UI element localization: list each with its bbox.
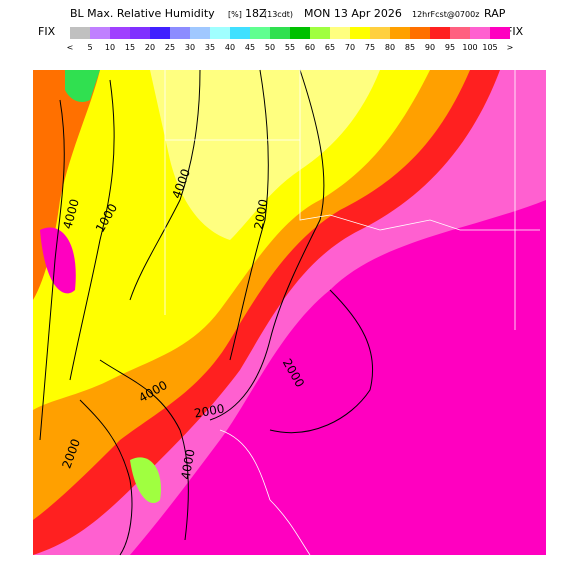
legend-label: 40 [225, 43, 235, 52]
contour-line [69, 79, 115, 381]
legend-swatch [350, 27, 370, 39]
legend-left: FIX [38, 25, 56, 38]
legend-label: 85 [405, 43, 415, 52]
legend-swatch [230, 27, 250, 39]
legend-swatch [450, 27, 470, 39]
legend-label: 15 [125, 43, 135, 52]
legend-swatch [210, 27, 230, 39]
legend-swatch [330, 27, 350, 39]
contour-label: 4000 [179, 448, 198, 481]
forecast: 12hrFcst@0700z [412, 10, 479, 19]
legend-swatch [110, 27, 130, 39]
title-text: BL Max. Relative Humidity [70, 7, 215, 20]
legend-swatch [90, 27, 110, 39]
legend-label: > [507, 43, 514, 52]
legend-label: 50 [265, 43, 275, 52]
legend-label: 10 [105, 43, 115, 52]
legend-swatch [130, 27, 150, 39]
legend-label: 60 [305, 43, 315, 52]
legend-label: 65 [325, 43, 335, 52]
green-spot [130, 457, 161, 504]
contour-line [229, 69, 269, 361]
legend-swatch [170, 27, 190, 39]
contour-label: 2000 [193, 402, 226, 421]
legend-label: 95 [445, 43, 455, 52]
legend-label: 105 [482, 43, 497, 52]
yellow-region [33, 70, 430, 410]
time: 18Z [245, 7, 267, 20]
green-spot [65, 70, 100, 102]
units: [%] [228, 10, 242, 19]
legend-label: 100 [462, 43, 477, 52]
magenta-spot [40, 227, 76, 294]
contour-line [79, 399, 133, 556]
legend-swatch [310, 27, 330, 39]
legend-swatch [410, 27, 430, 39]
legend-label: 70 [345, 43, 355, 52]
contour-line [99, 359, 189, 541]
light-yellow-region [150, 70, 380, 240]
model: RAP [484, 7, 506, 20]
legend-swatch [370, 27, 390, 39]
contours [39, 69, 374, 556]
legend: FIX FIX <5 10 15 20 25 30 35 40 45 50 55 60 65 70 75 80… [38, 25, 524, 52]
legend-label: 35 [205, 43, 215, 52]
legend-swatch [430, 27, 450, 39]
legend-swatch [250, 27, 270, 39]
contour-line [269, 289, 374, 434]
legend-label: 25 [165, 43, 175, 52]
legend-label: 5 [87, 43, 92, 52]
contour-line [129, 69, 201, 301]
legend-label: 90 [425, 43, 435, 52]
legend-swatch [470, 27, 490, 39]
legend-swatch [270, 27, 290, 39]
legend-swatch [190, 27, 210, 39]
legend-label: 45 [245, 43, 255, 52]
legend-label: 55 [285, 43, 295, 52]
borders [164, 70, 540, 556]
legend-swatch [290, 27, 310, 39]
legend-right: FIX [506, 25, 524, 38]
legend-label: 75 [365, 43, 375, 52]
legend-label: < [67, 43, 74, 52]
state-border [164, 70, 540, 556]
legend-label: 30 [185, 43, 195, 52]
contour-line [209, 69, 325, 421]
legend-swatch [70, 27, 90, 39]
contour-label: 2000 [252, 198, 271, 231]
legend-label: 20 [145, 43, 155, 52]
title: BL Max. Relative Humidity [%] 18Z (13cdt… [70, 7, 506, 20]
legend-swatch [390, 27, 410, 39]
legend-label: 80 [385, 43, 395, 52]
legend-swatch [150, 27, 170, 39]
date: MON 13 Apr 2026 [304, 7, 402, 20]
legend-swatch [490, 27, 510, 39]
contour-line [39, 99, 65, 441]
local-time: (13cdt) [264, 10, 293, 19]
